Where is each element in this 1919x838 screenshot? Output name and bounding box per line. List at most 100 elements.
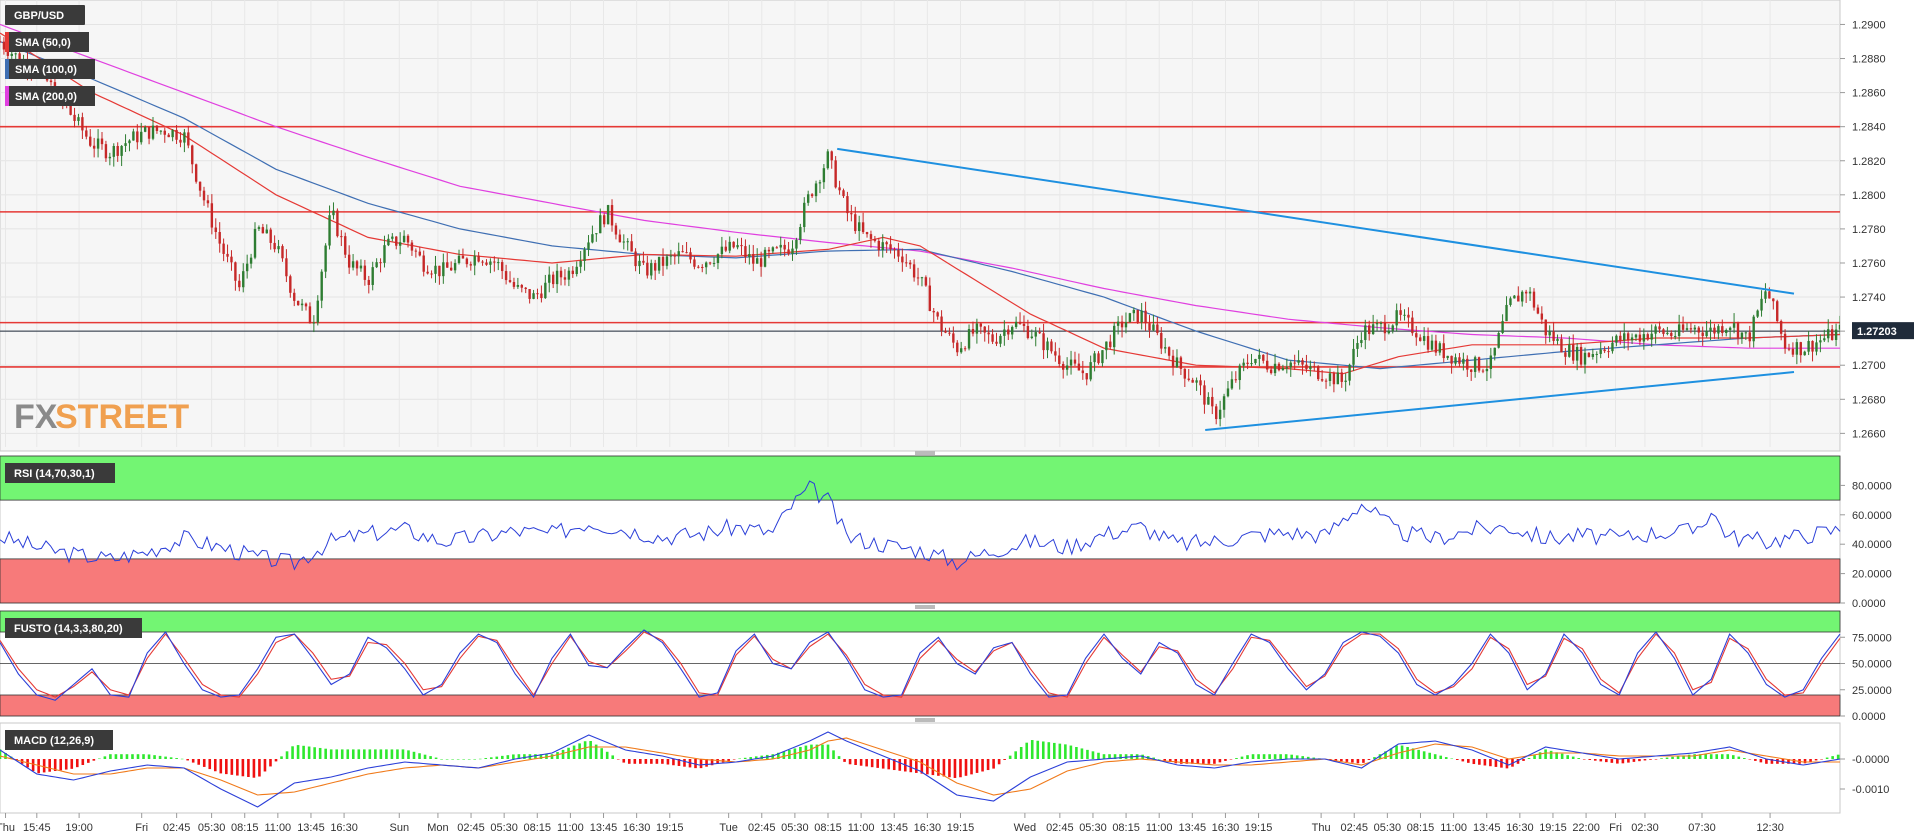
legend-sma100[interactable]: SMA (100,0) — [5, 59, 95, 79]
stoch-overbought-band — [0, 610, 1841, 633]
candle-body — [249, 257, 253, 264]
macd-histogram-bar — [1025, 742, 1029, 759]
panel-splitter-1[interactable] — [915, 451, 935, 455]
candle-body — [1619, 335, 1622, 341]
macd-histogram-bar — [550, 754, 554, 759]
candle-body — [277, 246, 280, 250]
candle-body — [1387, 330, 1391, 334]
macd-histogram-bar — [1262, 754, 1266, 759]
candle-body — [512, 282, 516, 287]
candle-body — [508, 280, 512, 283]
candle-body — [1007, 329, 1010, 335]
candle-body — [198, 181, 202, 191]
macd-histogram-bar — [1809, 759, 1812, 762]
macd-histogram-bar — [274, 759, 278, 762]
candle-body — [1324, 380, 1328, 382]
candle-body — [830, 151, 833, 161]
macd-histogram-bar — [147, 754, 151, 759]
candle-body — [1434, 340, 1438, 353]
x-tick-label: 08:15 — [1407, 822, 1435, 834]
candle-body — [928, 285, 932, 311]
sma100-label: SMA (100,0) — [15, 64, 77, 76]
macd-histogram-bar — [1726, 754, 1730, 759]
macd-histogram-bar — [964, 759, 968, 776]
candle-body — [677, 251, 680, 257]
macd-histogram-bar — [1643, 759, 1647, 761]
macd-histogram-bar — [1610, 759, 1614, 763]
x-tick-label: 13:45 — [590, 822, 618, 834]
candle-body — [1827, 329, 1830, 339]
candle-body — [555, 270, 559, 285]
candle-body — [1744, 332, 1748, 334]
candle-body — [1791, 348, 1795, 355]
candle-body — [1536, 307, 1540, 314]
macd-histogram-bar — [467, 759, 471, 760]
macd-histogram-bar — [1555, 752, 1558, 759]
candle-body — [975, 323, 979, 334]
x-tick-label: 08:15 — [814, 822, 842, 834]
macd-histogram-bar — [655, 759, 659, 764]
candle-body — [775, 247, 779, 249]
candle-body — [912, 264, 916, 278]
candle-body — [693, 259, 696, 267]
candle-body — [304, 303, 308, 307]
candle-body — [112, 146, 115, 157]
candle-body — [485, 262, 488, 265]
macd-signal-line — [0, 737, 1840, 796]
macd-histogram-bar — [1621, 759, 1625, 764]
candle-body — [1485, 368, 1489, 372]
candle-body — [1760, 298, 1763, 311]
candle-body — [1109, 341, 1112, 348]
x-tick-label: 11:00 — [264, 822, 291, 834]
candle-body — [1583, 352, 1587, 365]
candle-body — [1834, 329, 1838, 340]
candle-body — [1218, 409, 1222, 420]
macd-histogram-bar — [1003, 759, 1006, 760]
candle-body — [167, 134, 170, 138]
candle-body — [610, 205, 614, 226]
macd-histogram-bar — [1218, 759, 1222, 763]
candle-body — [210, 203, 214, 228]
candle-body — [1642, 334, 1646, 342]
legend-rsi[interactable]: RSI (14,70,30,1) — [5, 463, 115, 483]
stoch-label: FUSTO (14,3,3,80,20) — [14, 623, 123, 635]
candle-body — [1379, 323, 1383, 325]
candle-body — [1823, 338, 1826, 341]
macd-histogram-bar — [1743, 758, 1746, 759]
candle-body — [1764, 291, 1767, 299]
legend-macd[interactable]: MACD (12,26,9) — [5, 730, 113, 750]
candle-body — [116, 146, 119, 156]
candle-body — [426, 271, 429, 274]
macd-histogram-bar — [247, 759, 250, 777]
candle-body — [159, 130, 163, 132]
candle-body — [1254, 358, 1257, 364]
candle-body — [826, 151, 830, 169]
macd-histogram-bar — [329, 749, 333, 759]
price-panel — [0, 0, 1841, 452]
macd-histogram-bar — [843, 759, 846, 762]
macd-histogram-bar — [98, 758, 101, 760]
last-price-value: 1.27203 — [1857, 326, 1897, 338]
x-tick-label: 02:45 — [1340, 822, 1368, 834]
macd-histogram-bar — [622, 759, 626, 763]
macd-histogram-bar — [1334, 759, 1338, 761]
candle-body — [1187, 378, 1190, 380]
candle-body — [155, 125, 159, 131]
candle-body — [465, 258, 469, 265]
candle-body — [1646, 334, 1649, 340]
candle-body — [1572, 344, 1575, 361]
panel-splitter-2[interactable] — [915, 605, 935, 609]
stoch-oversold-band — [0, 694, 1841, 717]
candle-body — [1018, 321, 1022, 324]
macd-histogram-bar — [1748, 759, 1752, 760]
macd-histogram-bar — [1544, 749, 1547, 759]
legend-sma200[interactable]: SMA (200,0) — [5, 86, 95, 106]
legend-stoch[interactable]: FUSTO (14,3,3,80,20) — [5, 618, 142, 638]
panel-splitter-3[interactable] — [915, 718, 935, 722]
macd-histogram-bar — [1632, 759, 1636, 762]
x-tick-label: 16:30 — [1212, 822, 1240, 834]
legend-sma50[interactable]: SMA (50,0) — [5, 32, 89, 52]
macd-histogram-bar — [997, 759, 1001, 765]
candle-body — [728, 241, 731, 251]
candle-body — [759, 258, 763, 267]
